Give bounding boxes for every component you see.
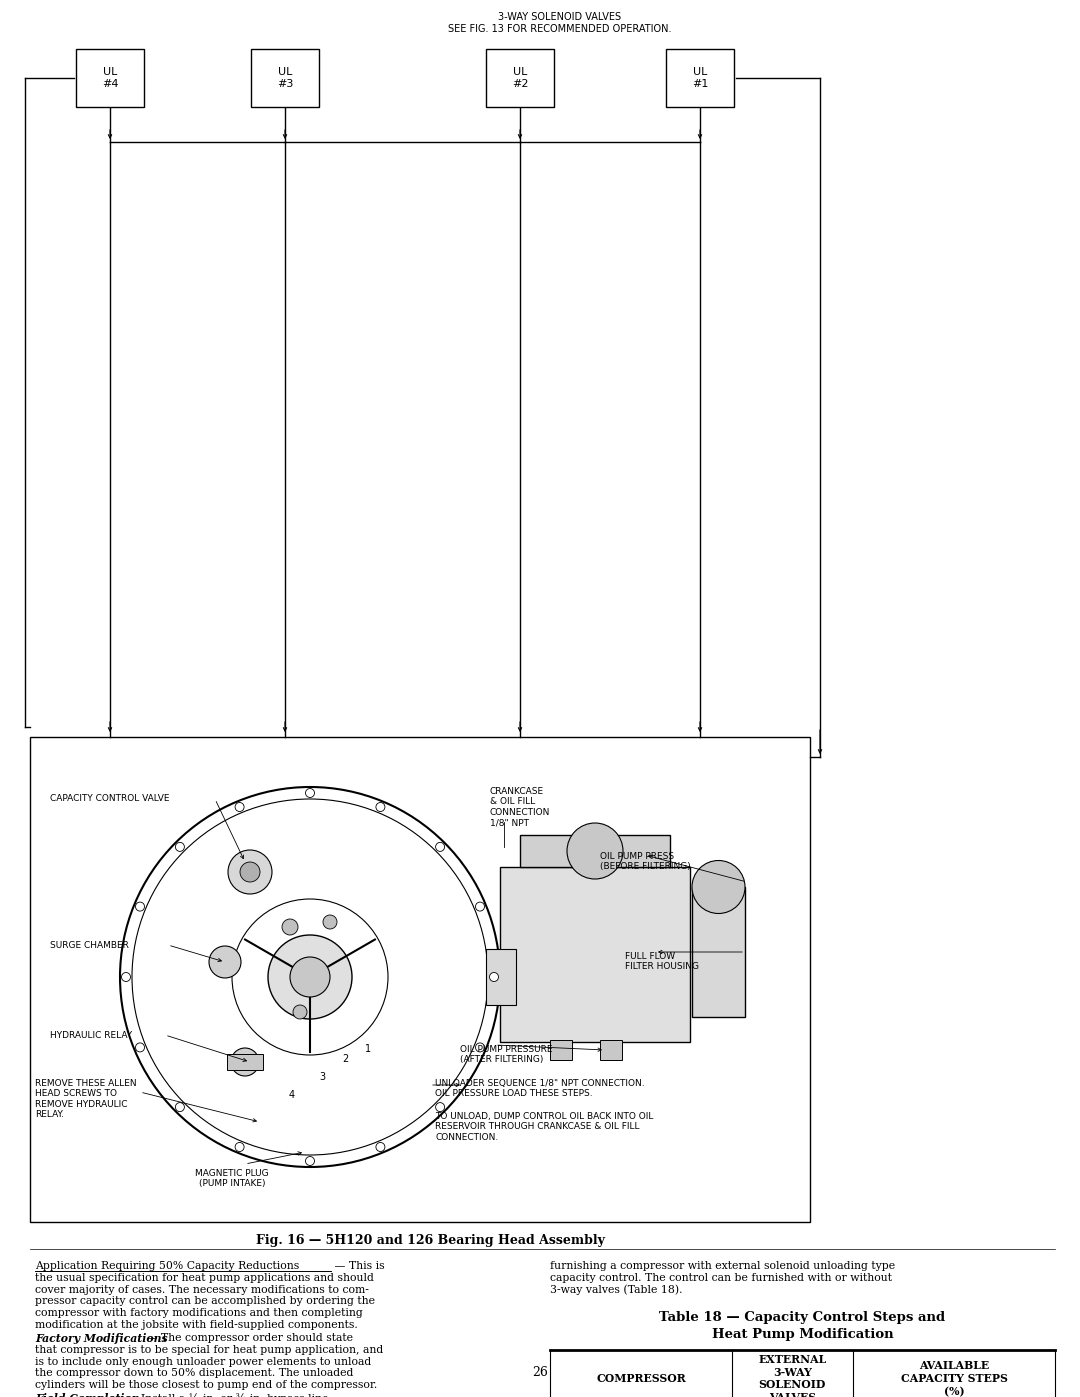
Circle shape — [210, 946, 241, 978]
Bar — [76, 49, 144, 108]
Text: SURGE CHAMBER: SURGE CHAMBER — [50, 940, 129, 950]
Text: 4: 4 — [289, 1090, 295, 1099]
Text: furnishing a compressor with external solenoid unloading type: furnishing a compressor with external so… — [550, 1261, 895, 1271]
Circle shape — [475, 1044, 485, 1052]
Circle shape — [435, 1102, 445, 1112]
Text: Heat Pump Modification: Heat Pump Modification — [712, 1329, 893, 1341]
Text: Factory Modifications: Factory Modifications — [35, 1333, 167, 1344]
Text: cover majority of cases. The necessary modifications to com-: cover majority of cases. The necessary m… — [35, 1285, 369, 1295]
Text: 1: 1 — [365, 1044, 372, 1053]
Text: FULL FLOW
FILTER HOUSING: FULL FLOW FILTER HOUSING — [625, 951, 699, 971]
Circle shape — [376, 802, 384, 812]
Circle shape — [240, 862, 260, 882]
Bar — [251, 49, 319, 108]
Circle shape — [175, 842, 185, 851]
Bar — [227, 1053, 264, 1070]
Text: pressor capacity control can be accomplished by ordering the: pressor capacity control can be accompli… — [35, 1296, 375, 1306]
Text: HYDRAULIC RELAY: HYDRAULIC RELAY — [50, 1031, 132, 1039]
Text: — This is: — This is — [330, 1261, 384, 1271]
Circle shape — [235, 802, 244, 812]
Text: the compressor down to 50% displacement. The unloaded: the compressor down to 50% displacement.… — [35, 1369, 353, 1379]
Text: MAGNETIC PLUG
(PUMP INTAKE): MAGNETIC PLUG (PUMP INTAKE) — [195, 1169, 269, 1189]
Circle shape — [175, 1102, 185, 1112]
Text: Fig. 16 — 5H120 and 126 Bearing Head Assembly: Fig. 16 — 5H120 and 126 Bearing Head Ass… — [256, 1234, 605, 1248]
Text: is to include only enough unloader power elements to unload: is to include only enough unloader power… — [35, 1356, 372, 1366]
Circle shape — [291, 957, 330, 997]
Text: SEE FIG. 13 FOR RECOMMENDED OPERATION.: SEE FIG. 13 FOR RECOMMENDED OPERATION. — [448, 24, 672, 34]
Circle shape — [231, 1048, 259, 1076]
Circle shape — [306, 1157, 314, 1165]
Text: UNLOADER SEQUENCE 1/8" NPT CONNECTION.
OIL PRESSURE LOAD THESE STEPS.: UNLOADER SEQUENCE 1/8" NPT CONNECTION. O… — [435, 1078, 645, 1098]
Bar — [500, 868, 690, 1042]
Circle shape — [306, 788, 314, 798]
Circle shape — [376, 1143, 384, 1151]
Text: that compressor is to be special for heat pump application, and: that compressor is to be special for hea… — [35, 1345, 383, 1355]
Circle shape — [235, 1143, 244, 1151]
Text: Table 18 — Capacity Control Steps and: Table 18 — Capacity Control Steps and — [660, 1310, 946, 1323]
Text: — The compressor order should state: — The compressor order should state — [143, 1333, 353, 1343]
Bar — [692, 887, 745, 1017]
Bar — [486, 949, 516, 1004]
Circle shape — [692, 861, 745, 914]
Text: COMPRESSOR: COMPRESSOR — [596, 1373, 686, 1384]
Text: OIL PUMP PRESSURE
(AFTER FILTERING): OIL PUMP PRESSURE (AFTER FILTERING) — [460, 1045, 553, 1065]
Text: TO UNLOAD, DUMP CONTROL OIL BACK INTO OIL
RESERVOIR THROUGH CRANKCASE & OIL FILL: TO UNLOAD, DUMP CONTROL OIL BACK INTO OI… — [435, 1112, 653, 1141]
Text: 3-way valves (Table 18).: 3-way valves (Table 18). — [550, 1285, 683, 1295]
Circle shape — [567, 823, 623, 879]
Text: Application Requiring 50% Capacity Reductions: Application Requiring 50% Capacity Reduc… — [35, 1261, 299, 1271]
Text: 3: 3 — [319, 1071, 325, 1083]
Text: EXTERNAL
3-WAY
SOLENOID
VALVES: EXTERNAL 3-WAY SOLENOID VALVES — [758, 1354, 826, 1397]
Text: UL
#3: UL #3 — [276, 67, 293, 89]
Circle shape — [435, 842, 445, 851]
Text: modification at the jobsite with field-supplied components.: modification at the jobsite with field-s… — [35, 1320, 357, 1330]
Bar — [666, 49, 734, 108]
Text: the usual specification for heat pump applications and should: the usual specification for heat pump ap… — [35, 1273, 374, 1282]
Text: 2: 2 — [342, 1053, 348, 1065]
Text: UL
#1: UL #1 — [692, 67, 708, 89]
Bar — [486, 49, 554, 108]
Circle shape — [475, 902, 485, 911]
Text: REMOVE THESE ALLEN
HEAD SCREWS TO
REMOVE HYDRAULIC
RELAY.: REMOVE THESE ALLEN HEAD SCREWS TO REMOVE… — [35, 1078, 137, 1119]
Bar — [550, 1039, 572, 1060]
Circle shape — [293, 1004, 307, 1018]
Text: compressor with factory modifications and then completing: compressor with factory modifications an… — [35, 1308, 363, 1319]
Text: capacity control. The control can be furnished with or without: capacity control. The control can be fur… — [550, 1273, 892, 1282]
Circle shape — [135, 902, 145, 911]
Circle shape — [228, 849, 272, 894]
Bar — [519, 835, 670, 868]
Text: UL
#4: UL #4 — [102, 67, 118, 89]
Text: Field Completion: Field Completion — [35, 1393, 139, 1397]
Text: UL
#2: UL #2 — [512, 67, 528, 89]
Text: OIL PUMP PRESS
(BEFORE FILTERING): OIL PUMP PRESS (BEFORE FILTERING) — [600, 852, 691, 872]
Circle shape — [282, 919, 298, 935]
Text: CRANKCASE
& OIL FILL
CONNECTION
1/8" NPT: CRANKCASE & OIL FILL CONNECTION 1/8" NPT — [490, 787, 551, 827]
Text: cylinders will be those closest to pump end of the compressor.: cylinders will be those closest to pump … — [35, 1380, 377, 1390]
Text: 3-WAY SOLENOID VALVES: 3-WAY SOLENOID VALVES — [499, 13, 622, 22]
Circle shape — [268, 935, 352, 1018]
Text: CAPACITY CONTROL VALVE: CAPACITY CONTROL VALVE — [50, 793, 170, 803]
Text: AVAILABLE
CAPACITY STEPS
(%): AVAILABLE CAPACITY STEPS (%) — [901, 1361, 1008, 1397]
Circle shape — [489, 972, 499, 982]
Circle shape — [323, 915, 337, 929]
Bar — [30, 738, 810, 1222]
Bar — [600, 1039, 622, 1060]
Text: 26: 26 — [532, 1366, 548, 1379]
Circle shape — [135, 1044, 145, 1052]
Text: — Install a ¼-in. or ¾-in. bypass line: — Install a ¼-in. or ¾-in. bypass line — [123, 1393, 328, 1397]
Circle shape — [121, 972, 131, 982]
